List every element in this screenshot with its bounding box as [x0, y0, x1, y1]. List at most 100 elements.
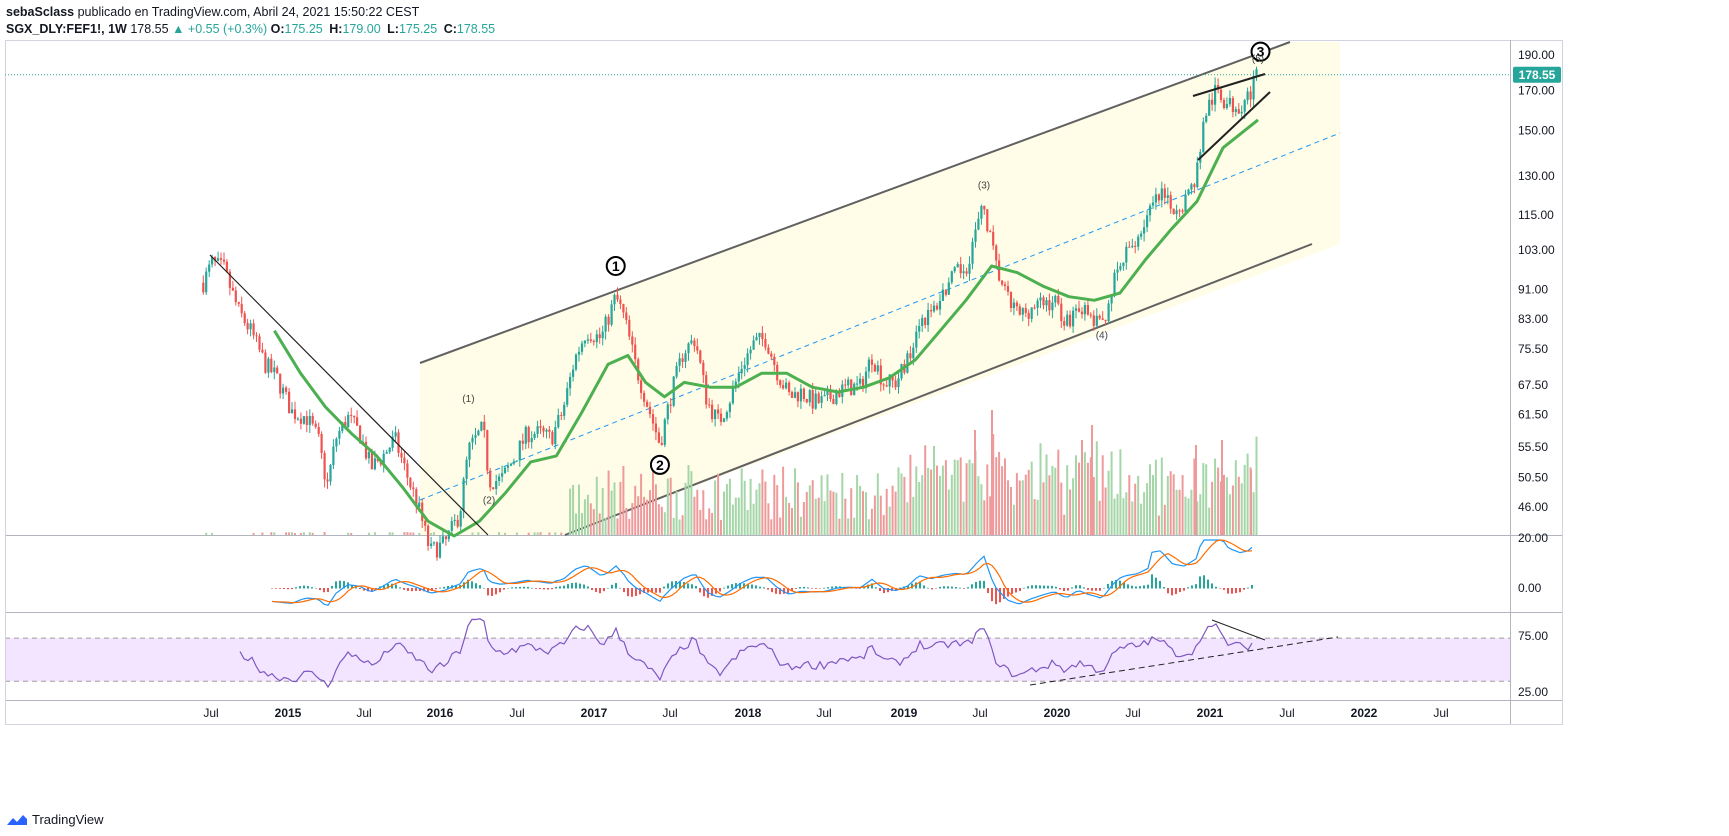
candle[interactable]: [796, 392, 799, 402]
candle[interactable]: [560, 415, 563, 416]
candle[interactable]: [669, 404, 672, 406]
candle[interactable]: [344, 422, 347, 428]
candle[interactable]: [719, 413, 723, 422]
candle[interactable]: [1039, 297, 1042, 301]
candle[interactable]: [506, 465, 510, 468]
candle[interactable]: [998, 260, 1001, 281]
candle[interactable]: [1196, 162, 1199, 188]
candle[interactable]: [539, 426, 542, 428]
candle[interactable]: [542, 427, 545, 432]
candle[interactable]: [968, 263, 971, 274]
candle[interactable]: [406, 463, 409, 478]
candle[interactable]: [1184, 194, 1187, 212]
candle[interactable]: [779, 380, 782, 386]
candle[interactable]: [740, 368, 743, 374]
candle[interactable]: [222, 259, 226, 262]
candle[interactable]: [385, 452, 388, 454]
candle[interactable]: [764, 339, 767, 348]
candle[interactable]: [1190, 184, 1193, 190]
candle[interactable]: [329, 465, 332, 482]
candle[interactable]: [1240, 111, 1243, 114]
candle[interactable]: [891, 374, 894, 381]
candle[interactable]: [932, 305, 936, 312]
candle[interactable]: [412, 487, 415, 490]
candle[interactable]: [717, 409, 720, 414]
candle[interactable]: [424, 520, 427, 526]
candle[interactable]: [882, 384, 885, 386]
candle[interactable]: [1134, 245, 1137, 247]
candle[interactable]: [675, 365, 678, 377]
candle[interactable]: [326, 479, 329, 482]
candle[interactable]: [279, 373, 282, 394]
candle[interactable]: [1069, 314, 1072, 327]
candle[interactable]: [545, 429, 548, 432]
signal-line[interactable]: [271, 539, 1253, 604]
candle[interactable]: [971, 241, 974, 264]
candle[interactable]: [202, 282, 205, 293]
candle[interactable]: [1228, 98, 1231, 105]
candle[interactable]: [811, 390, 814, 409]
candle[interactable]: [918, 326, 921, 332]
candle[interactable]: [1107, 303, 1110, 322]
candle[interactable]: [699, 350, 702, 363]
candle[interactable]: [663, 419, 666, 445]
candle[interactable]: [826, 390, 829, 396]
candle[interactable]: [956, 264, 959, 268]
candle[interactable]: [1181, 210, 1184, 212]
candle[interactable]: [1057, 295, 1060, 304]
candle[interactable]: [435, 542, 439, 558]
candle[interactable]: [622, 304, 625, 313]
candle[interactable]: [554, 427, 557, 445]
candle[interactable]: [219, 258, 223, 260]
candle[interactable]: [237, 302, 240, 304]
candle[interactable]: [249, 323, 252, 330]
candle[interactable]: [320, 434, 323, 453]
candle[interactable]: [835, 392, 838, 405]
candle[interactable]: [356, 417, 359, 426]
macd-line[interactable]: [271, 539, 1253, 607]
candle[interactable]: [746, 353, 749, 366]
candle[interactable]: [400, 452, 403, 458]
candle[interactable]: [856, 383, 859, 385]
candle[interactable]: [859, 378, 862, 384]
candle[interactable]: [696, 346, 699, 351]
candle[interactable]: [1219, 89, 1223, 101]
candle[interactable]: [1119, 266, 1122, 270]
candle[interactable]: [1160, 188, 1163, 201]
candle[interactable]: [1012, 302, 1015, 309]
candle[interactable]: [758, 332, 761, 338]
candle[interactable]: [959, 264, 962, 274]
candle[interactable]: [1148, 205, 1152, 216]
candle[interactable]: [397, 432, 400, 453]
candle[interactable]: [583, 340, 586, 344]
candle[interactable]: [793, 392, 797, 398]
candle[interactable]: [876, 365, 879, 372]
candle[interactable]: [930, 310, 933, 312]
candle[interactable]: [743, 365, 746, 369]
candle[interactable]: [432, 542, 436, 544]
candle[interactable]: [850, 379, 853, 396]
wedge-lower-line[interactable]: [1197, 91, 1271, 161]
candle[interactable]: [808, 390, 811, 403]
candle[interactable]: [613, 294, 616, 305]
candle[interactable]: [944, 289, 947, 295]
candle[interactable]: [498, 476, 501, 481]
candle[interactable]: [1237, 109, 1240, 114]
candle[interactable]: [722, 418, 726, 422]
candle[interactable]: [288, 391, 291, 414]
candle[interactable]: [347, 414, 350, 428]
candle[interactable]: [477, 430, 480, 436]
candle[interactable]: [805, 399, 808, 403]
candle[interactable]: [1054, 295, 1057, 303]
candle[interactable]: [1163, 188, 1166, 198]
candle[interactable]: [802, 388, 805, 399]
candle[interactable]: [702, 362, 705, 376]
candle[interactable]: [1143, 227, 1146, 234]
candle[interactable]: [364, 441, 368, 459]
candle[interactable]: [1086, 305, 1089, 315]
candle[interactable]: [495, 481, 498, 489]
candle[interactable]: [1063, 321, 1066, 326]
rsi-divergence-line[interactable]: [1211, 619, 1266, 641]
candle[interactable]: [548, 429, 551, 432]
